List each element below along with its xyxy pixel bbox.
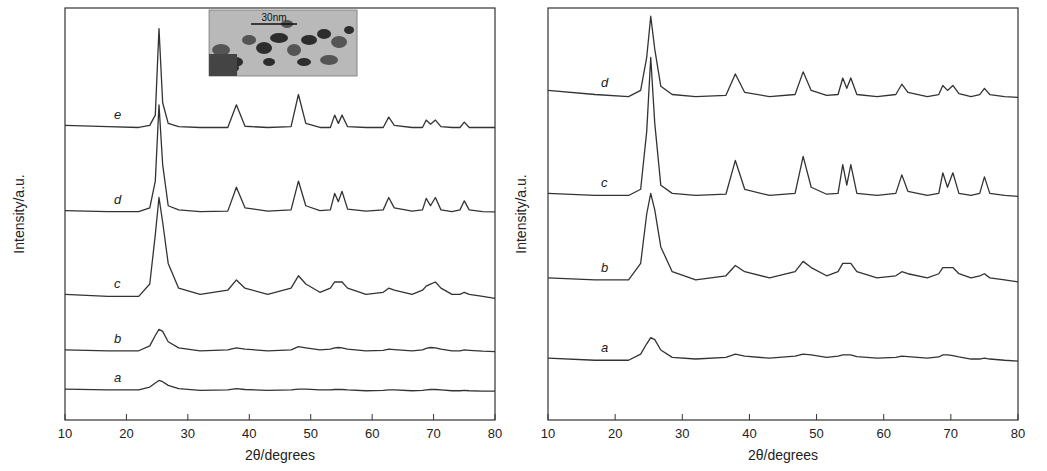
xrd-curve xyxy=(548,338,1018,361)
inset-image: 30nm xyxy=(209,10,357,76)
curve-label: b xyxy=(114,331,121,346)
curve-label: d xyxy=(601,75,609,90)
x-tick xyxy=(816,414,817,420)
x-tick-label: 10 xyxy=(541,426,555,441)
x-axis-title: 2θ/degrees xyxy=(245,447,315,463)
x-tick xyxy=(126,414,127,420)
x-tick-label: 50 xyxy=(809,426,823,441)
x-tick xyxy=(65,414,66,420)
x-tick-label: 40 xyxy=(742,426,756,441)
x-tick-label: 20 xyxy=(119,426,133,441)
x-axis-title: 2θ/degrees xyxy=(748,447,818,463)
curve-label: c xyxy=(114,276,121,291)
x-tick-label: 60 xyxy=(365,426,379,441)
x-tick-label: 30 xyxy=(181,426,195,441)
xrd-curve xyxy=(548,57,1018,196)
x-tick xyxy=(372,414,373,420)
x-tick xyxy=(749,414,750,420)
x-tick-label: 30 xyxy=(675,426,689,441)
x-tick-label: 80 xyxy=(1011,426,1025,441)
xrd-curve xyxy=(65,329,495,351)
scale-bar-label: 30nm xyxy=(262,12,287,23)
x-tick-label: 40 xyxy=(242,426,256,441)
y-axis-title: Intensity/a.u. xyxy=(11,174,27,253)
plot-frame xyxy=(65,8,495,420)
x-tick xyxy=(615,414,616,420)
x-tick xyxy=(249,414,250,420)
x-tick xyxy=(1018,414,1019,420)
x-tick-label: 70 xyxy=(426,426,440,441)
curve-label: d xyxy=(114,192,122,207)
x-tick xyxy=(950,414,951,420)
x-tick xyxy=(883,414,884,420)
x-tick-label: 20 xyxy=(608,426,622,441)
x-tick xyxy=(310,414,311,420)
xrd-curve xyxy=(65,198,495,299)
curves xyxy=(65,29,495,392)
xrd-curve xyxy=(548,193,1018,282)
plot-frame xyxy=(548,8,1018,420)
panel: 10 20 30 40 50 60 70 80 2θ/degrees Intensity/a.u.… xyxy=(11,8,502,463)
xrd-curve xyxy=(65,380,495,391)
curve-label: a xyxy=(114,370,121,385)
x-tick-label: 50 xyxy=(303,426,317,441)
curve-label: e xyxy=(114,107,121,122)
curve-label: c xyxy=(601,175,608,190)
x-tick xyxy=(548,414,549,420)
figure: 10 20 30 40 50 60 70 80 2θ/degrees Intensity/a.u.… xyxy=(0,0,1047,471)
curves xyxy=(548,16,1018,361)
panel: 10 20 30 40 50 60 70 80 2θ/degrees Intensity/a.u.… xyxy=(513,8,1025,463)
x-tick-label: 10 xyxy=(58,426,72,441)
y-axis-title: Intensity/a.u. xyxy=(513,174,529,253)
x-tick xyxy=(433,414,434,420)
x-tick-label: 60 xyxy=(876,426,890,441)
xrd-curve xyxy=(548,16,1018,97)
curve-label: b xyxy=(601,260,608,275)
x-tick-label: 80 xyxy=(488,426,502,441)
x-tick-label: 70 xyxy=(944,426,958,441)
x-tick xyxy=(187,414,188,420)
xrd-curve xyxy=(65,105,495,212)
curve-label: a xyxy=(601,340,608,355)
x-tick xyxy=(682,414,683,420)
x-tick xyxy=(495,414,496,420)
